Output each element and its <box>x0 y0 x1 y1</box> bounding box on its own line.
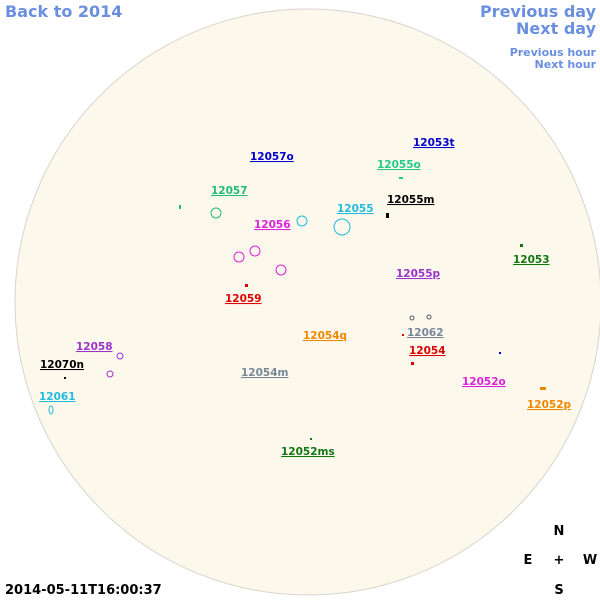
spot <box>64 377 66 379</box>
group-labels: 12053t 12057o 12055o 12057 12055m 12055 … <box>39 137 572 458</box>
group-label[interactable]: 12058 <box>76 341 113 353</box>
spot <box>520 244 523 247</box>
spot <box>210 207 222 219</box>
spot <box>116 352 124 360</box>
group-label[interactable]: 12055m <box>387 194 435 206</box>
previous-day-link[interactable]: Previous day <box>480 2 597 21</box>
spot <box>310 438 312 440</box>
group-label[interactable]: 12054q <box>303 330 347 342</box>
spot <box>233 251 245 263</box>
group-label[interactable]: 12054m <box>241 367 289 379</box>
spot <box>179 205 181 209</box>
spot <box>409 315 415 321</box>
compass-north: N <box>554 524 565 539</box>
group-label[interactable]: 12054 <box>409 345 446 357</box>
group-label[interactable]: 12053t <box>413 137 455 149</box>
group-label[interactable]: 12057 <box>211 185 248 197</box>
group-label[interactable]: 12053 <box>513 254 550 266</box>
compass-east: E <box>524 553 533 568</box>
group-label[interactable]: 12055o <box>377 159 421 171</box>
next-day-link[interactable]: Next day <box>516 19 597 38</box>
back-link[interactable]: Back to 2014 <box>5 2 122 21</box>
group-label[interactable]: 12055p <box>396 268 441 280</box>
next-hour-link[interactable]: Next hour <box>535 58 597 71</box>
group-label[interactable]: 12052ms <box>281 446 335 458</box>
group-label[interactable]: 12057o <box>250 151 294 163</box>
compass-south: S <box>554 583 563 598</box>
timestamp: 2014-05-11T16:00:37 <box>5 583 162 598</box>
spots <box>48 177 546 440</box>
spot <box>411 362 414 365</box>
group-label[interactable]: 12059 <box>225 293 262 305</box>
group-label[interactable]: 12061 <box>39 391 76 403</box>
spot <box>296 215 308 227</box>
spot <box>48 405 54 415</box>
compass-west: W <box>583 553 597 568</box>
group-label[interactable]: 12052o <box>462 376 506 388</box>
solar-disk <box>14 8 600 596</box>
spot <box>249 245 261 257</box>
spot <box>275 264 287 276</box>
group-label[interactable]: 12062 <box>407 327 444 339</box>
group-label[interactable]: 12055 <box>337 203 374 215</box>
spot <box>426 314 432 320</box>
spot <box>106 370 114 378</box>
spot <box>245 284 248 287</box>
group-label[interactable]: 12052p <box>527 399 572 411</box>
group-label[interactable]: 12070n <box>40 359 84 371</box>
spot <box>499 352 501 354</box>
compass-center: + <box>554 553 565 568</box>
group-label[interactable]: 12056 <box>254 219 291 231</box>
spot <box>540 387 546 390</box>
spot <box>333 218 351 236</box>
spot <box>402 334 404 336</box>
spot <box>386 213 389 218</box>
spot <box>399 177 403 179</box>
previous-hour-link[interactable]: Previous hour <box>510 46 597 59</box>
